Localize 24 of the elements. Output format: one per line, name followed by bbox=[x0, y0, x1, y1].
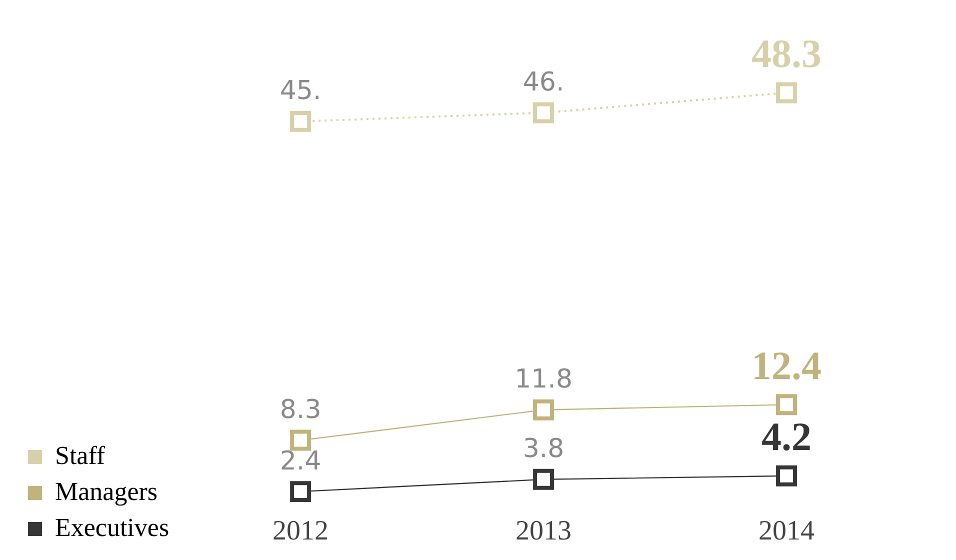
data-label: 46. bbox=[522, 68, 564, 98]
point bbox=[290, 110, 312, 132]
legend-label: Executives bbox=[55, 512, 170, 542]
legend-label: Managers bbox=[55, 476, 158, 506]
data-label: 2.4 bbox=[280, 446, 322, 476]
data-label: 12.4 bbox=[752, 342, 822, 388]
point bbox=[533, 468, 554, 490]
data-label: 4.2 bbox=[762, 414, 812, 460]
point bbox=[776, 465, 797, 486]
data-label: 48.3 bbox=[752, 31, 822, 76]
x-tick-label: 2012 bbox=[272, 516, 329, 547]
data-label: 3.8 bbox=[522, 434, 564, 464]
x-tick-label: 2013 bbox=[516, 516, 572, 547]
point bbox=[290, 481, 312, 502]
data-label: 11.8 bbox=[514, 364, 572, 395]
data-label: 8.3 bbox=[280, 395, 322, 426]
point bbox=[533, 399, 554, 420]
legend-label: Staff bbox=[55, 440, 106, 470]
point bbox=[776, 394, 797, 416]
x-tick-label: 2014 bbox=[758, 516, 815, 547]
point bbox=[533, 102, 554, 124]
point bbox=[290, 430, 312, 451]
data-label: 45. bbox=[280, 76, 322, 106]
point bbox=[776, 82, 797, 104]
